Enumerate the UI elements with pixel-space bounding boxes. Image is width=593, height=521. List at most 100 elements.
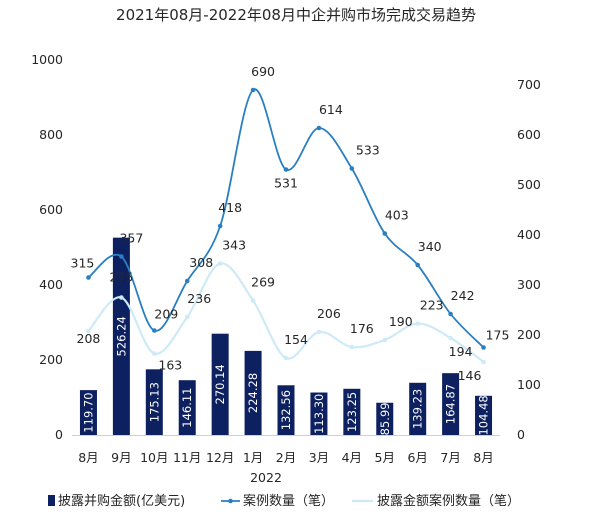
bar	[277, 385, 295, 435]
legend-disclosed-label: 披露金额案例数量（笔）	[377, 493, 520, 509]
disclosed-cases-line	[87, 262, 485, 363]
x-year-label: 2022	[250, 470, 282, 485]
cases-point	[316, 125, 322, 131]
y-left-tick-label: 800	[39, 127, 63, 142]
disclosed-cases-data-label: 176	[350, 321, 374, 336]
x-tick-label: 4月	[342, 450, 362, 465]
y-left-tick-label: 600	[39, 202, 63, 217]
bar	[79, 390, 97, 435]
bar	[145, 369, 163, 435]
disclosed-cases-point	[316, 329, 322, 335]
cases-point	[217, 223, 223, 229]
cases-data-label: 533	[356, 143, 380, 158]
y-left-tick-label: 1000	[31, 52, 63, 67]
disclosed-cases-data-label: 269	[251, 275, 275, 290]
cases-data-label: 531	[274, 176, 298, 191]
bar	[343, 388, 361, 435]
bar	[310, 392, 328, 435]
bar	[475, 395, 493, 435]
disclosed-cases-data-label: 206	[317, 306, 341, 321]
cases-data-label: 690	[251, 64, 275, 79]
bar-data-label: 270.14	[213, 364, 227, 404]
disclosed-cases-data-label: 236	[187, 291, 211, 306]
cases-point	[283, 167, 289, 172]
disclosed-cases-point	[119, 295, 124, 300]
legend: 披露并购金额(亿美元) 案例数量（笔） 披露金额案例数量（笔）	[48, 493, 520, 509]
x-axis: 8月 9月 10月 11月 12月 1月 2月 3月 4月 5月 6月 7月 8月	[72, 435, 500, 465]
bar-data-label: 526.24	[114, 316, 128, 356]
bar-data-label: 164.87	[444, 384, 458, 424]
cases-data-label: 315	[71, 256, 95, 271]
disclosed-cases-data-label: 194	[449, 344, 473, 359]
cases-data-label: 209	[154, 307, 178, 322]
disclosed-cases-point	[415, 321, 420, 326]
disclosed-cases-point	[382, 337, 388, 343]
disclosed-cases-point	[152, 351, 157, 356]
cases-point	[152, 328, 157, 333]
cases-data-label: 614	[319, 102, 343, 117]
bar-data-label: 139.23	[411, 389, 425, 429]
y-right-tick-label: 200	[517, 327, 541, 342]
disclosed-cases-point	[184, 314, 190, 320]
x-tick-label: 1月	[243, 450, 263, 465]
disclosed-cases-point	[250, 298, 256, 303]
bar	[211, 333, 229, 435]
cases-data-label: 175	[486, 328, 510, 343]
cases-data-label: 403	[385, 208, 409, 223]
y-right-tick-label: 600	[517, 127, 541, 142]
x-tick-label: 10月	[140, 450, 168, 465]
disclosed-cases-point	[349, 344, 355, 350]
bar-series: 119.70 526.24 175.13 146.11 270.14 224.28 132.…	[79, 237, 493, 436]
disclosed-cases-point	[481, 359, 486, 365]
cases-data-label: 418	[218, 200, 242, 215]
bar	[244, 350, 262, 435]
x-tick-label: 12月	[206, 450, 234, 465]
cases-point	[448, 311, 453, 317]
disclosed-cases-point	[86, 328, 91, 334]
legend-cases-marker	[228, 498, 233, 504]
cases-data-label: 308	[189, 255, 213, 270]
disclosed-cases-data-label: 154	[284, 332, 308, 347]
x-tick-label: 7月	[440, 450, 460, 465]
disclosed-cases-data-label: 163	[158, 358, 182, 373]
bar-data-label: 123.25	[345, 392, 359, 432]
line-series: 315 357 209 308 418 690 531 614 533 403 340 242 175 2…	[71, 64, 510, 383]
y-right-tick-label: 700	[517, 77, 541, 92]
bar	[376, 402, 394, 435]
cases-point	[382, 231, 388, 236]
y-right-tick-label: 300	[517, 277, 541, 292]
bar-data-label: 224.28	[246, 373, 260, 413]
cases-point	[481, 345, 486, 350]
x-tick-label: 8月	[473, 450, 493, 465]
y-right-tick-label: 400	[517, 227, 541, 242]
y-axis-right: 0 100 200 300 400 500 600 700	[517, 77, 541, 442]
disclosed-cases-data-label: 343	[222, 238, 246, 253]
y-right-tick-label: 100	[517, 377, 541, 392]
x-tick-label: 3月	[309, 450, 329, 465]
disclosed-cases-data-label: 275	[109, 270, 133, 285]
bar-data-label: 146.11	[180, 387, 194, 427]
y-left-tick-label: 200	[39, 352, 63, 367]
y-left-tick-label: 0	[55, 427, 63, 442]
bar-data-label: 104.48	[477, 395, 491, 435]
cases-point	[184, 278, 190, 284]
cases-data-label: 242	[451, 288, 475, 303]
y-right-tick-label: 500	[517, 177, 541, 192]
legend-bar-label: 披露并购金额(亿美元)	[58, 493, 185, 509]
cases-point	[415, 262, 420, 268]
disclosed-cases-data-label: 190	[389, 314, 413, 329]
bar-data-label: 175.13	[147, 382, 161, 422]
cases-point	[349, 166, 355, 171]
x-tick-label: 9月	[111, 450, 131, 465]
y-left-tick-label: 400	[39, 277, 63, 292]
x-tick-label: 5月	[375, 450, 395, 465]
disclosed-cases-point	[283, 355, 289, 361]
disclosed-cases-data-label: 208	[77, 331, 101, 346]
cases-point	[250, 87, 256, 93]
bar	[409, 382, 427, 435]
cases-point	[119, 254, 124, 259]
cases-data-label: 340	[418, 239, 442, 254]
x-tick-label: 2月	[276, 450, 296, 465]
